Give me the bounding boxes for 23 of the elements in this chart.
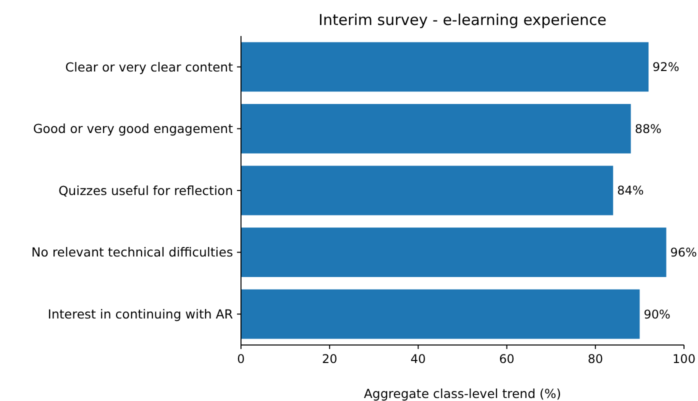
x-tick-label: 0 (237, 352, 245, 366)
data-label: 92% (652, 60, 680, 74)
bar (241, 228, 666, 278)
y-tick-label: Clear or very clear content (65, 59, 234, 74)
data-label: 96% (670, 246, 697, 260)
x-tick-label: 60 (499, 352, 514, 366)
y-tick-label: Quizzes useful for reflection (58, 182, 233, 198)
bar (241, 289, 640, 339)
x-tick-label: 100 (672, 352, 696, 366)
y-tick-label: Good or very good engagement (33, 121, 234, 136)
data-label: 88% (634, 122, 662, 136)
bar (241, 42, 649, 92)
y-tick-label: No relevant technical difficulties (31, 244, 233, 260)
bar (241, 104, 631, 154)
bar (241, 166, 614, 216)
x-tick-label: 80 (588, 352, 604, 366)
y-tick-label: Interest in continuing with AR (48, 306, 234, 322)
x-tick-label: 20 (322, 352, 338, 366)
data-label: 90% (644, 307, 670, 322)
x-tick-label: 40 (410, 352, 426, 366)
chart-title: Interim survey - e-learning experience (318, 11, 606, 29)
x-axis-title: Aggregate class-level trend (%) (364, 386, 562, 401)
data-label: 84% (617, 184, 644, 198)
